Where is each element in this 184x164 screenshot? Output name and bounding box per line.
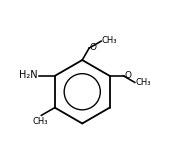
Text: CH₃: CH₃ [102,36,117,45]
Text: H₂N: H₂N [19,70,38,80]
Text: O: O [124,71,131,80]
Text: CH₃: CH₃ [33,117,48,126]
Text: O: O [90,43,97,52]
Text: CH₃: CH₃ [136,78,151,87]
